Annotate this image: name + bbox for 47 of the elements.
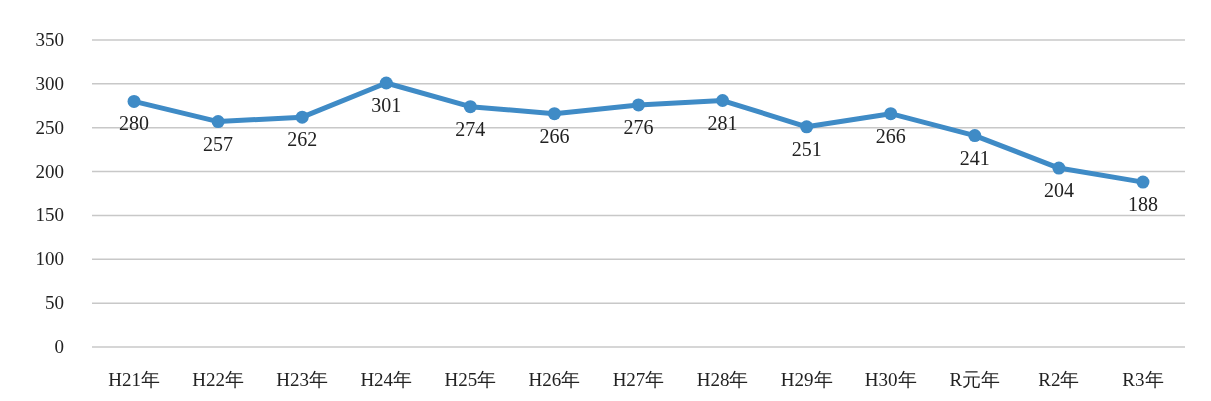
data-label: 301	[371, 93, 402, 116]
point	[1052, 161, 1066, 175]
data-label: 188	[1127, 193, 1158, 216]
x-tick-label: H23年	[276, 369, 329, 390]
x-tick-label: H24年	[360, 369, 413, 390]
point	[884, 107, 898, 121]
y-tick-label: 50	[45, 292, 64, 314]
point	[1136, 175, 1150, 189]
y-tick-label: 0	[54, 336, 64, 357]
data-label: 274	[455, 117, 486, 140]
x-tick-label: R2年	[1038, 369, 1080, 390]
x-tick-label: R3年	[1122, 369, 1164, 390]
point	[463, 100, 477, 114]
point	[379, 76, 393, 90]
data-label: 257	[203, 132, 234, 155]
x-tick-label: H29年	[780, 369, 833, 390]
x-tick-label: H30年	[864, 369, 917, 390]
y-tick-label: 150	[35, 204, 64, 226]
data-label: 266	[539, 124, 570, 147]
y-tick-label: 250	[35, 116, 64, 138]
point	[968, 129, 982, 143]
point	[127, 94, 141, 108]
x-tick-label: H25年	[444, 369, 497, 390]
x-tick-label: R元年	[949, 369, 1001, 390]
data-label: 204	[1043, 179, 1074, 202]
y-tick-label: 300	[35, 72, 64, 94]
data-label: 251	[791, 137, 822, 160]
point	[800, 120, 814, 134]
data-label: 266	[875, 124, 906, 147]
x-tick-label: H28年	[696, 369, 749, 390]
y-tick-label: 200	[35, 160, 64, 182]
point	[632, 98, 645, 112]
point	[211, 115, 225, 129]
point	[295, 110, 309, 124]
point	[547, 107, 561, 121]
x-tick-label: H22年	[192, 369, 244, 390]
data-label: 262	[287, 128, 318, 151]
data-label: 281	[707, 111, 738, 134]
y-tick-label: 100	[35, 248, 64, 270]
x-tick-label: H26年	[528, 369, 581, 390]
point	[716, 94, 730, 108]
data-label: 280	[119, 112, 150, 135]
y-tick-label: 350	[35, 29, 64, 50]
x-tick-label: H27年	[612, 369, 665, 390]
data-label: 276	[623, 115, 654, 138]
x-tick-label: H21年	[108, 369, 160, 390]
data-label: 241	[959, 146, 990, 169]
